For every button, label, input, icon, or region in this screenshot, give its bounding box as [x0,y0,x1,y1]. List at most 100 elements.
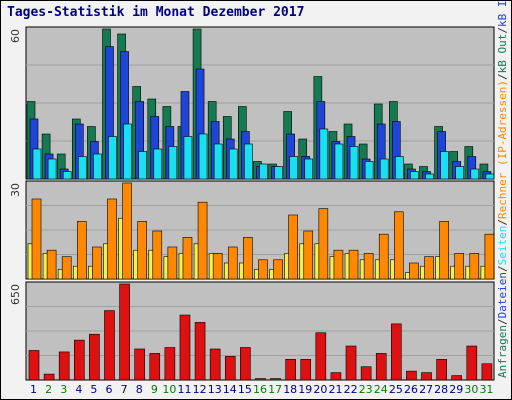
bar-p2-s2-day-25 [394,211,404,280]
bar-p1-s3-day-3 [62,171,72,180]
bar-p2-s2-day-24 [378,233,389,280]
bar-p3-s1-day-16 [255,378,266,381]
bar-p3-s1-day-13 [209,348,221,381]
x-tick-day-19: 19 [298,383,312,396]
x-tick-day-3: 3 [60,383,67,396]
legend-item-2: / [496,318,509,325]
bar-p1-s3-day-9 [153,148,163,180]
bar-p1-s3-day-31 [485,173,495,180]
x-tick-day-11: 11 [178,383,192,396]
bar-p3-s1-day-8 [134,348,145,381]
x-tick-day-2: 2 [45,383,52,396]
legend-item-10: / [496,27,509,34]
bar-p2-s2-day-2 [46,249,57,280]
bar-p1-s3-day-18 [289,156,298,180]
panel-2-ymax-label: 30 [9,183,22,197]
legend-item-11: kB In [496,1,509,27]
x-tick-day-24: 24 [374,383,388,396]
bar-p3-s1-day-31 [481,363,493,381]
bar-p2-s2-day-6 [107,198,117,280]
x-tick-day-15: 15 [238,383,252,396]
bar-p1-s3-day-13 [213,143,223,180]
x-tick-day-6: 6 [106,383,113,396]
x-tick-day-13: 13 [208,383,222,396]
x-tick-day-30: 30 [464,383,478,396]
legend-item-3: Dateien [496,272,509,318]
bar-p3-s1-day-9 [149,353,161,381]
bar-p2-s2-day-17 [273,259,283,280]
bar-p2-s2-day-26 [409,262,419,280]
bar-p1-s3-day-29 [455,166,465,180]
bar-p3-s1-day-17 [270,378,281,381]
bar-p2-s2-day-29 [454,253,465,280]
bar-p2-s2-day-11 [182,237,193,280]
bar-p1-s3-day-26 [410,171,419,180]
bar-p3-s1-day-14 [224,356,236,381]
x-tick-day-29: 29 [449,383,463,396]
bar-p2-s2-day-20 [318,208,329,280]
bar-p1-s3-day-2 [47,158,57,180]
bar-p3-s1-day-19 [300,359,312,381]
bar-p2-s2-day-21 [333,249,344,280]
bar-p3-s1-day-15 [240,347,251,381]
bar-p3-s1-day-18 [285,359,296,381]
bar-p1-s3-day-24 [379,158,389,180]
bar-p1-s3-day-20 [319,128,329,180]
legend-item-7: Rechner (IP-Adressen) [496,80,509,219]
bar-p3-s1-day-30 [466,345,478,381]
x-tick-day-5: 5 [90,383,97,396]
bar-p3-s1-day-26 [406,370,417,381]
bar-p3-s1-day-6 [104,310,115,381]
legend-item-6: / [496,219,509,226]
panel-1-ymax-label: 60 [9,29,22,43]
x-tick-day-28: 28 [434,383,448,396]
bar-p3-s1-day-25 [391,323,402,381]
bar-p1-s3-day-7 [123,123,132,180]
bar-p1-s3-day-1 [32,148,42,180]
x-tick-day-4: 4 [75,383,82,396]
bar-p3-s1-day-1 [28,350,40,381]
bar-p3-s1-day-2 [43,373,55,381]
bar-p1-s3-day-19 [304,158,314,180]
bar-p3-s1-day-29 [451,375,463,381]
bar-p2-s2-day-18 [288,214,298,280]
legend-item-1: Anfragen [496,325,509,378]
bar-p3-s1-day-21 [330,372,342,381]
legend: Anfragen/Dateien/Seiten/Rechner (IP-Adre… [496,1,509,378]
bar-p1-s3-day-6 [108,136,117,180]
bar-p2-s2-day-22 [348,249,359,280]
x-tick-day-1: 1 [30,383,37,396]
bar-p1-s3-day-16 [259,163,268,180]
bar-p1-s3-day-8 [138,151,147,180]
x-tick-day-23: 23 [359,383,373,396]
bar-p1-s3-day-10 [168,146,178,180]
x-tick-day-20: 20 [313,383,327,396]
bar-p1-s3-day-12 [198,133,208,180]
bar-p2-s2-day-19 [303,230,314,280]
x-tick-day-26: 26 [404,383,418,396]
bar-p1-s3-day-15 [244,143,253,180]
bar-p2-s2-day-3 [61,256,72,280]
bar-p2-s2-day-23 [363,253,374,280]
bar-p2-s2-day-8 [137,221,147,280]
bar-p3-s1-day-3 [58,351,70,381]
bar-p2-s2-day-28 [439,221,449,280]
legend-item-5: Seiten [496,226,509,266]
bar-p1-s3-day-17 [274,166,283,180]
bar-p1-s3-day-23 [364,161,374,180]
bar-p1-s3-day-11 [183,136,193,180]
bar-p1-s3-day-21 [334,143,344,180]
x-tick-day-10: 10 [162,383,176,396]
bar-p3-s1-day-5 [89,333,100,381]
bar-p2-s2-day-10 [167,246,178,280]
bar-p3-s1-day-10 [164,347,176,381]
x-tick-day-22: 22 [344,383,358,396]
legend-item-4: / [496,265,509,272]
bar-p2-s2-day-30 [469,253,480,280]
bar-p2-s2-day-5 [92,246,102,280]
bar-p3-s1-day-28 [436,359,447,381]
bar-p3-s1-day-22 [345,345,357,381]
x-tick-day-8: 8 [136,383,143,396]
